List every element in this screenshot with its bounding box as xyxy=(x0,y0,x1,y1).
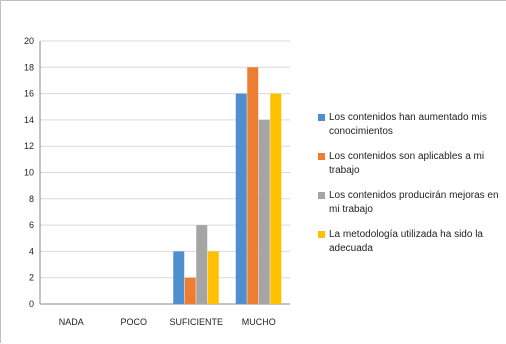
x-tick-label: POCO xyxy=(120,317,147,327)
legend-label: La metodología utilizada ha sido la adec… xyxy=(329,229,483,254)
legend-label: Los contenidos son aplicables a mi traba… xyxy=(329,151,485,176)
legend-swatch xyxy=(318,114,325,121)
x-tick-label: SUFICIENTE xyxy=(169,317,223,327)
bar xyxy=(270,93,282,304)
y-tick-label: 16 xyxy=(24,89,34,99)
legend-item: Los contenidos han aumentado mis conocim… xyxy=(318,111,506,139)
legend-swatch xyxy=(318,153,325,160)
legend-swatch xyxy=(318,192,325,199)
y-tick-label: 10 xyxy=(24,168,34,178)
legend-label: Los contenidos han aumentado mis conocim… xyxy=(329,112,487,137)
bar xyxy=(184,277,196,304)
y-tick-label: 14 xyxy=(24,115,34,125)
bar xyxy=(173,251,185,304)
x-tick-label: NADA xyxy=(59,317,84,327)
legend-item: Los contenidos son aplicables a mi traba… xyxy=(318,150,506,178)
legend-swatch xyxy=(318,231,325,238)
bar xyxy=(207,251,219,304)
y-tick-label: 18 xyxy=(24,62,34,72)
y-tick-label: 4 xyxy=(29,246,34,256)
bar xyxy=(235,93,247,304)
x-tick-label: MUCHO xyxy=(242,317,276,327)
y-tick-label: 12 xyxy=(24,141,34,151)
legend: Los contenidos han aumentado mis conocim… xyxy=(318,111,506,267)
bar xyxy=(196,225,208,304)
y-tick-label: 8 xyxy=(29,194,34,204)
y-tick-label: 6 xyxy=(29,220,34,230)
legend-label: Los contenidos producirán mejoras en mi … xyxy=(329,190,499,215)
y-tick-label: 2 xyxy=(29,273,34,283)
bar xyxy=(247,67,259,304)
legend-item: La metodología utilizada ha sido la adec… xyxy=(318,228,506,256)
y-tick-label: 0 xyxy=(29,299,34,309)
y-tick-label: 20 xyxy=(24,36,34,46)
bar xyxy=(258,119,270,305)
legend-item: Los contenidos producirán mejoras en mi … xyxy=(318,189,506,217)
